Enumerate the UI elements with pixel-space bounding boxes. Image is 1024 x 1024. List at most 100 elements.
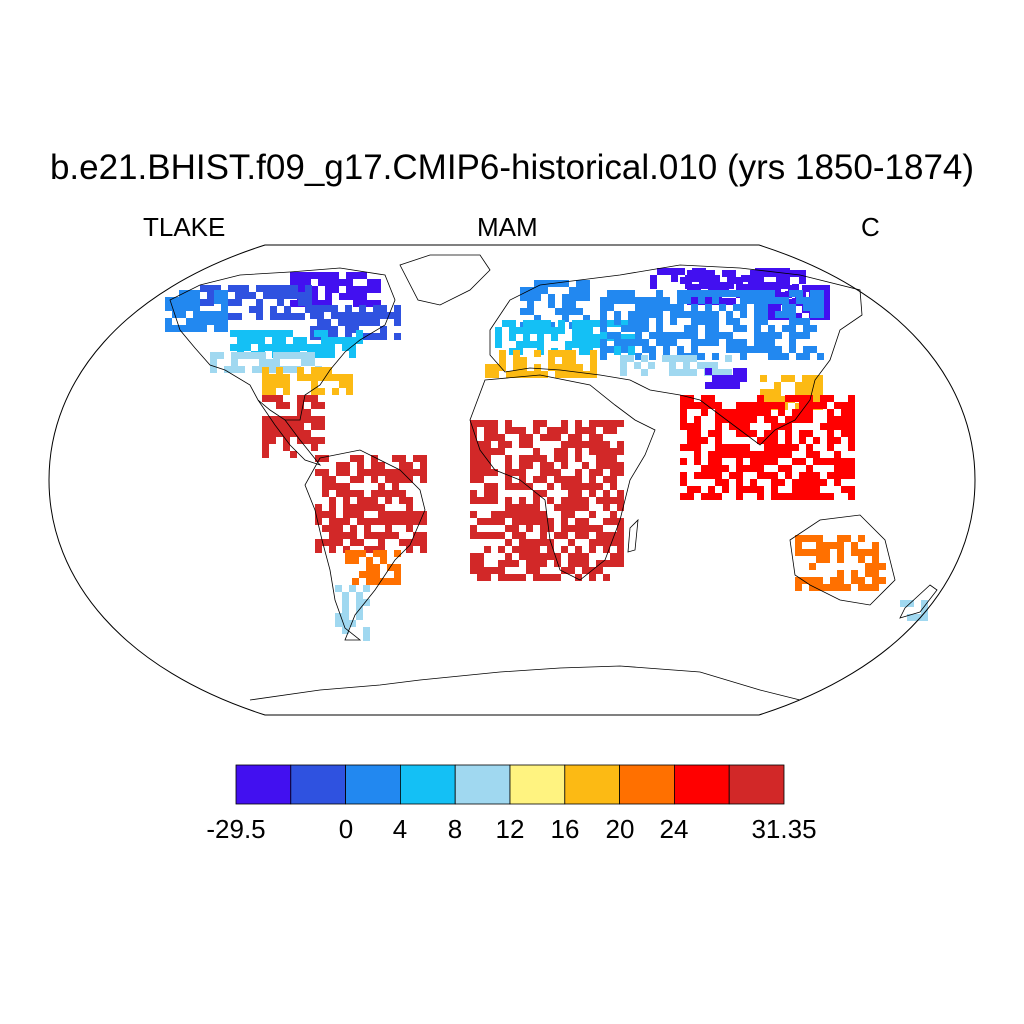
cell-south-america-tropics <box>364 504 371 511</box>
cell-india-se-asia <box>785 465 792 472</box>
cell-south-america-south <box>394 571 401 578</box>
cell-india-se-asia <box>729 423 736 430</box>
cell-new-zealand <box>907 614 914 621</box>
cell-siberia <box>729 298 736 305</box>
cell-india-se-asia <box>799 472 806 479</box>
cell-africa-tropics <box>477 532 484 539</box>
cell-india-se-asia <box>708 402 715 409</box>
cell-southern-us <box>283 388 290 395</box>
cell-scandinavia <box>576 287 583 294</box>
cell-africa-tropics <box>505 427 512 434</box>
cell-africa-tropics <box>470 469 477 476</box>
cell-china-east <box>816 396 823 403</box>
cell-africa-tropics <box>470 532 477 539</box>
cell-southern-us <box>311 374 318 381</box>
cell-south-america-tropics <box>343 511 350 518</box>
cell-canada-south <box>380 312 387 319</box>
cell-russia-central <box>705 304 712 311</box>
cell-europe <box>537 334 544 341</box>
cell-central-asia <box>718 369 725 376</box>
cell-russia-central <box>670 332 677 339</box>
cell-africa-tropics <box>554 504 561 511</box>
cell-siberia <box>722 298 729 305</box>
cell-canada-arctic <box>367 279 374 286</box>
cell-australia <box>872 556 879 563</box>
cell-canada-south <box>317 319 324 326</box>
cell-africa-tropics <box>477 497 484 504</box>
cell-canada-south <box>284 306 291 313</box>
cell-australia <box>858 577 865 584</box>
cell-siberia <box>708 284 715 291</box>
cell-mexico-caribbean <box>311 437 318 444</box>
cell-mexico-caribbean <box>269 437 276 444</box>
cell-russia-central <box>810 346 817 353</box>
cell-scandinavia <box>562 315 569 322</box>
cell-africa-tropics <box>603 427 610 434</box>
cell-africa-tropics <box>610 462 617 469</box>
cell-africa-tropics <box>484 546 491 553</box>
cell-russia-central <box>768 346 775 353</box>
cell-india-se-asia <box>827 458 834 465</box>
cell-russia-central <box>621 290 628 297</box>
cell-canada-arctic <box>360 286 367 293</box>
cell-south-america-tropics <box>371 462 378 469</box>
cell-russia-central <box>635 318 642 325</box>
cell-canada-arctic <box>741 275 748 282</box>
cell-europe <box>495 334 502 341</box>
cell-south-america-tropics <box>385 490 392 497</box>
cell-russia-central <box>628 318 635 325</box>
cell-india-se-asia <box>729 416 736 423</box>
cell-russia-central <box>621 297 628 304</box>
cell-russia-central <box>649 332 656 339</box>
cell-patagonia <box>342 627 349 634</box>
cell-russia-central <box>677 332 684 339</box>
cell-russia-central <box>642 346 649 353</box>
cell-africa-tropics <box>498 448 505 455</box>
cell-australia <box>816 535 823 542</box>
cell-africa-tropics <box>603 504 610 511</box>
cell-india-se-asia <box>694 444 701 451</box>
cell-mexico-caribbean <box>262 451 269 458</box>
cell-africa-tropics <box>526 441 533 448</box>
cell-africa-tropics <box>484 455 491 462</box>
cell-scandinavia <box>569 308 576 315</box>
cell-africa-tropics <box>596 455 603 462</box>
cell-russia-central <box>712 290 719 297</box>
cell-russia-central <box>670 339 677 346</box>
cell-siberia <box>788 299 795 306</box>
cell-northern-us <box>251 337 258 344</box>
cell-canada-south <box>310 305 317 312</box>
cell-south-america-tropics <box>364 469 371 476</box>
cell-mexico-caribbean <box>269 423 276 430</box>
cell-south-america-south <box>345 550 352 557</box>
cell-india-se-asia <box>848 472 855 479</box>
cell-africa-tropics <box>582 504 589 511</box>
cell-africa-tropics <box>477 518 484 525</box>
cell-alaska <box>200 318 207 325</box>
cell-siberia <box>771 270 778 277</box>
cell-south-america-south <box>352 550 359 557</box>
cell-africa-tropics <box>561 497 568 504</box>
cell-canada-south <box>380 333 387 340</box>
cell-russia-central <box>705 290 712 297</box>
cell-africa-tropics <box>575 497 582 504</box>
cell-alaska <box>186 297 193 304</box>
variable-label: TLAKE <box>143 212 226 242</box>
cell-russia-central <box>810 325 817 332</box>
cell-central-asia <box>683 369 690 376</box>
cell-africa-tropics <box>575 518 582 525</box>
cell-russia-central <box>656 339 663 346</box>
cell-africa-tropics <box>519 476 526 483</box>
cell-tibet <box>733 368 740 375</box>
cell-africa-tropics <box>596 420 603 427</box>
cell-south-america-tropics <box>336 469 343 476</box>
cell-russia-central <box>789 346 796 353</box>
cell-northern-us <box>258 344 265 351</box>
cell-africa-tropics <box>512 504 519 511</box>
cell-siberia <box>715 284 722 291</box>
cell-india-se-asia <box>764 444 771 451</box>
cell-india-se-asia <box>848 458 855 465</box>
cell-south-america-tropics <box>392 511 399 518</box>
cell-india-se-asia <box>813 451 820 458</box>
cell-russia-central <box>614 339 621 346</box>
